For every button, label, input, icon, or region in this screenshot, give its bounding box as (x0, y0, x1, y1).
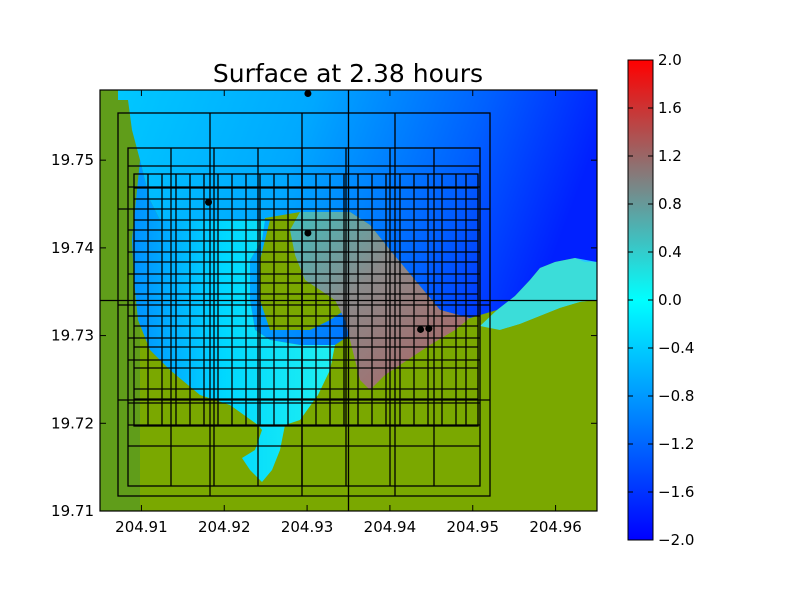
refinement-grid (100, 90, 597, 511)
y-tick-label: 19.74 (51, 239, 94, 257)
chart-title: Surface at 2.38 hours (213, 59, 483, 88)
colorbar-tick-label: 1.2 (658, 147, 682, 165)
x-tick-label: 204.94 (364, 518, 417, 536)
gauge-point (304, 90, 312, 98)
gauge-point (205, 198, 213, 206)
x-tick-label: 204.91 (115, 518, 168, 536)
land-east (480, 300, 597, 511)
x-tick-label: 204.95 (447, 518, 500, 536)
colorbar-tick-label: −2.0 (658, 531, 694, 549)
y-tick-label: 19.73 (51, 327, 94, 345)
colorbar-tick-label: −0.8 (658, 387, 694, 405)
plot-frame (99, 89, 598, 512)
colorbar-tick-label: −0.4 (658, 339, 694, 357)
colorbar-tick-label: 2.0 (658, 51, 682, 69)
colorbar-tick-label: −1.2 (658, 435, 694, 453)
gauge-markers (205, 90, 433, 333)
gauge-point (304, 229, 312, 237)
plot-area (100, 90, 597, 511)
colorbar-tick-label: 0.4 (658, 243, 682, 261)
y-axis: 19.71 19.72 19.73 19.74 19.75 (51, 151, 597, 520)
colorbar-tick-label: 0.0 (658, 291, 682, 309)
y-tick-label: 19.72 (51, 414, 94, 432)
x-axis: 204.91 204.92 204.93 204.94 204.95 204.96 (115, 90, 582, 536)
ocean-region (118, 90, 597, 345)
colorbar-tick-label: 0.8 (658, 195, 682, 213)
gauge-point (425, 325, 433, 333)
x-tick-label: 204.92 (198, 518, 251, 536)
x-tick-label: 204.96 (529, 518, 582, 536)
y-tick-label: 19.71 (51, 502, 94, 520)
grid-level-3 (127, 147, 481, 487)
colorbar-tick-label: 1.6 (658, 99, 682, 117)
y-tick-label: 19.75 (51, 151, 94, 169)
colorbar-tick-label: −1.6 (658, 483, 694, 501)
colorbar-axis: 2.0 1.6 1.2 0.8 0.4 0.0 −0.4 −0.8 −1.2 −1.6 −2.0 (628, 51, 694, 549)
gauge-point (417, 325, 425, 333)
shore-shelf (480, 258, 597, 330)
x-tick-label: 204.93 (281, 518, 334, 536)
